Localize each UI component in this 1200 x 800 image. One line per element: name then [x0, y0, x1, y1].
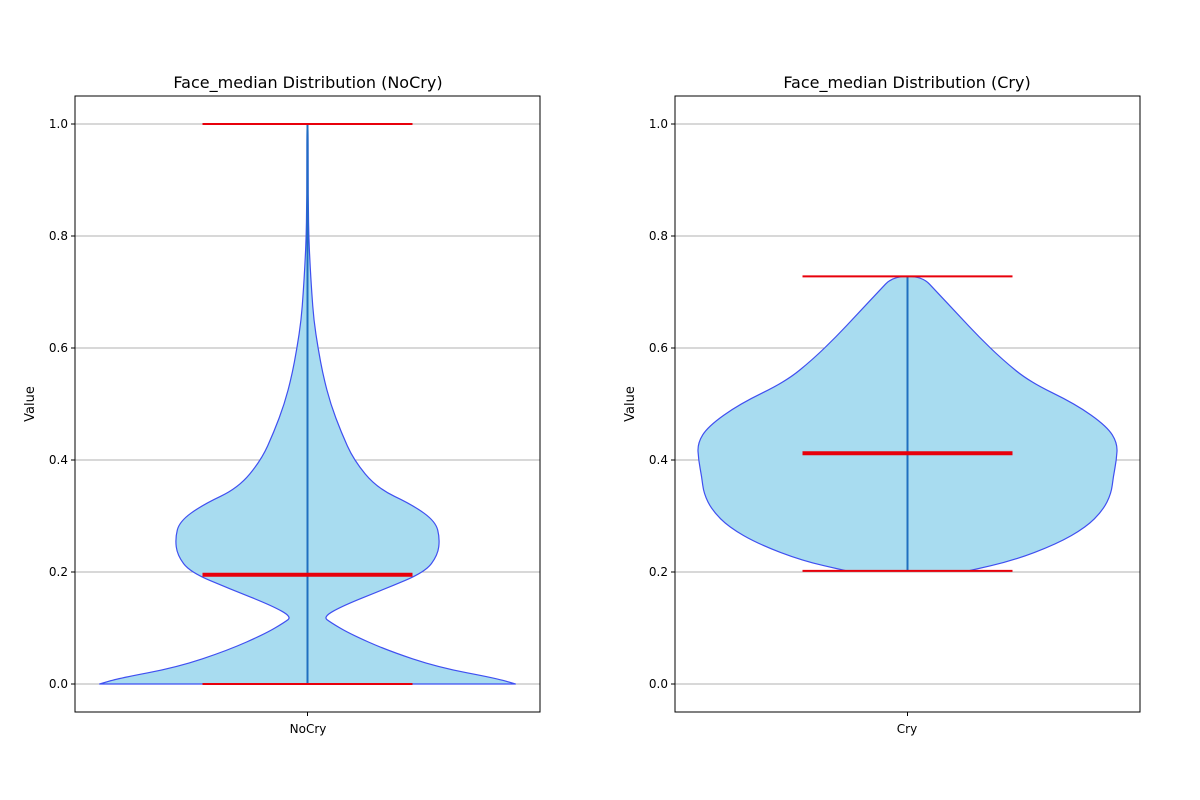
axes-frame — [74, 95, 541, 713]
y-tick-label: 0.4 — [49, 453, 68, 467]
y-axis-label: Value — [623, 386, 638, 422]
y-tick-label: 0.6 — [649, 341, 668, 355]
y-tick-label: 0.8 — [49, 229, 68, 243]
y-tick-label: 1.0 — [649, 117, 668, 131]
y-tick-label: 0.2 — [649, 565, 668, 579]
panel-cry: Face_median Distribution (Cry) Value Cry… — [623, 73, 1141, 736]
panel-nocry: Face_median Distribution (NoCry) Value N… — [23, 73, 541, 736]
axes-frame — [674, 95, 1141, 713]
chart-title: Face_median Distribution (Cry) — [783, 73, 1030, 93]
y-tick-label: 0.6 — [49, 341, 68, 355]
y-tick-label: 0.0 — [649, 677, 668, 691]
y-axis-label: Value — [23, 386, 38, 422]
x-tick-label: Cry — [897, 722, 917, 736]
y-tick-label: 0.0 — [49, 677, 68, 691]
chart-title: Face_median Distribution (NoCry) — [173, 73, 442, 93]
y-tick-label: 0.8 — [649, 229, 668, 243]
y-tick-label: 0.4 — [649, 453, 668, 467]
y-tick-label: 1.0 — [49, 117, 68, 131]
x-tick-label: NoCry — [290, 722, 327, 736]
y-tick-label: 0.2 — [49, 565, 68, 579]
